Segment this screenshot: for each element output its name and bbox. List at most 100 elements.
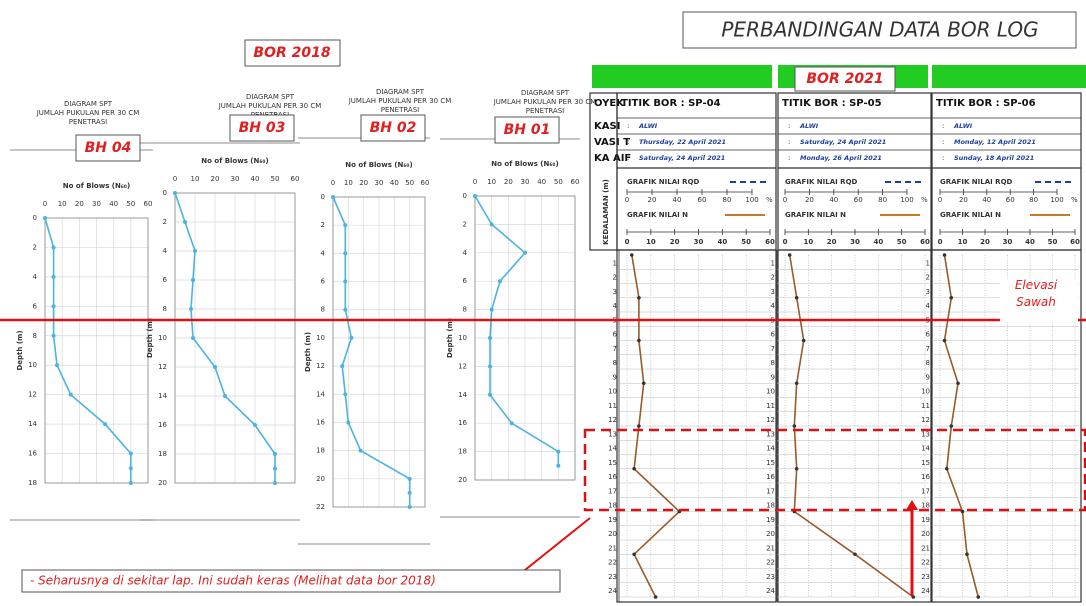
data-point [523, 250, 527, 255]
data-point [956, 381, 960, 386]
chart-title: DIAGRAM SPT [64, 100, 113, 108]
y-tick-label: 24 [766, 587, 775, 595]
colon: : [788, 138, 790, 146]
rqd-tick-label: 80 [878, 196, 887, 204]
label-box [360, 114, 426, 142]
x-tick-label: 50 [405, 179, 414, 187]
x-tick-label: 10 [58, 200, 67, 208]
y-tick-label: 23 [608, 573, 617, 581]
green-bar [592, 65, 772, 88]
x-tick-label: 20 [359, 179, 368, 187]
rqd-tick-label: 100 [1050, 196, 1063, 204]
y-tick-label: 8 [926, 359, 930, 367]
y-tick-label: 6 [926, 331, 931, 339]
chart-label: BH 03 [239, 120, 286, 136]
y-tick-label: 22 [316, 503, 325, 511]
info-value: Sunday, 18 April 2021 [954, 154, 1034, 162]
note-box [21, 569, 561, 593]
data-point [509, 421, 514, 426]
rqd-tick-label: 80 [723, 196, 732, 204]
data-point [191, 278, 195, 282]
x-tick-label: 10 [958, 238, 968, 246]
info-value: Saturday, 24 April 2021 [800, 138, 886, 146]
data-point [949, 424, 954, 428]
note: - Seharusnya di sekitar lap. Ini sudah k… [30, 574, 436, 588]
colon: : [788, 154, 790, 162]
y-tick-label: 20 [458, 476, 467, 484]
data-point [193, 249, 197, 253]
colon: : [788, 122, 790, 130]
data-point [407, 505, 412, 509]
chart-label: BH 02 [370, 120, 417, 136]
x-tick-label: 40 [537, 178, 546, 186]
y-tick-label: 2 [33, 243, 37, 251]
x-tick-label: 40 [717, 238, 727, 246]
y-tick-label: 23 [766, 573, 775, 581]
y-tick-label: 4 [33, 273, 38, 281]
x-tick-label: 10 [344, 179, 353, 187]
colon: : [942, 122, 944, 130]
x-tick-label: 50 [554, 178, 563, 186]
rqd-tick-label: 60 [698, 196, 707, 204]
data-point [51, 304, 56, 309]
x-tick-label: 60 [421, 179, 430, 187]
colon: : [627, 138, 629, 146]
y-tick-label: 17 [766, 487, 775, 495]
n-label: GRAFIK NILAI N [940, 211, 1001, 219]
y-tick-label: 1 [926, 259, 930, 267]
elevation-note: Elevasi Sawah [1015, 278, 1058, 309]
data-point [343, 279, 348, 284]
chart-label: BH 04 [85, 140, 132, 156]
data-point [794, 295, 799, 300]
group-box [794, 66, 896, 92]
data-point [273, 452, 277, 456]
data-point [794, 381, 799, 386]
group-2021: BOR 2021 [806, 71, 883, 87]
y-tick-label: 21 [921, 544, 930, 552]
x-tick-label: 40 [109, 200, 118, 208]
y-tick-label: 10 [608, 388, 617, 396]
data-line [332, 196, 411, 507]
rqd-unit: % [921, 196, 928, 204]
y-tick-label: 13 [608, 430, 617, 438]
y-tick-label: 15 [766, 459, 775, 467]
y-tick-label: 10 [28, 361, 37, 369]
data-point [944, 466, 949, 471]
data-point [641, 381, 646, 386]
data-point [340, 364, 345, 369]
data-point [343, 392, 348, 397]
y-tick-label: 17 [921, 487, 930, 495]
rqd-tick-label: 0 [783, 196, 787, 204]
row-label: KA AIF [594, 153, 631, 164]
data-line [474, 195, 560, 466]
data-point [965, 552, 969, 557]
y-tick-label: 11 [608, 402, 617, 410]
y-tick-label: 12 [458, 362, 467, 370]
data-point [407, 490, 412, 495]
y-tick-label: 9 [613, 373, 617, 381]
y-tick-label: 7 [613, 345, 617, 353]
y-tick-label: 4 [463, 249, 468, 257]
y-tick-label: 19 [608, 516, 617, 524]
highlight-box [583, 428, 1086, 512]
colon: : [627, 122, 629, 130]
data-point [68, 392, 73, 397]
depth-label: KEDALAMAN (m) [602, 179, 610, 245]
y-axis-label: Depth (m) [16, 330, 24, 370]
data-point [949, 295, 954, 300]
data-point [488, 336, 492, 340]
x-tick-label: 50 [897, 238, 907, 246]
y-tick-label: 18 [458, 448, 467, 456]
y-axis-label: Depth (m) [446, 318, 454, 358]
y-tick-label: 6 [321, 278, 326, 286]
n-label: GRAFIK NILAI N [785, 211, 846, 219]
data-point [331, 195, 335, 199]
group-2018: BOR 2018 [253, 45, 330, 61]
rqd-tick-label: 80 [1029, 196, 1038, 204]
plot-frame [174, 192, 296, 484]
y-tick-label: 0 [33, 214, 37, 222]
x-tick-label: 20 [670, 238, 680, 246]
colon: : [627, 154, 629, 162]
plot-frame [474, 195, 576, 481]
data-point [191, 336, 195, 340]
